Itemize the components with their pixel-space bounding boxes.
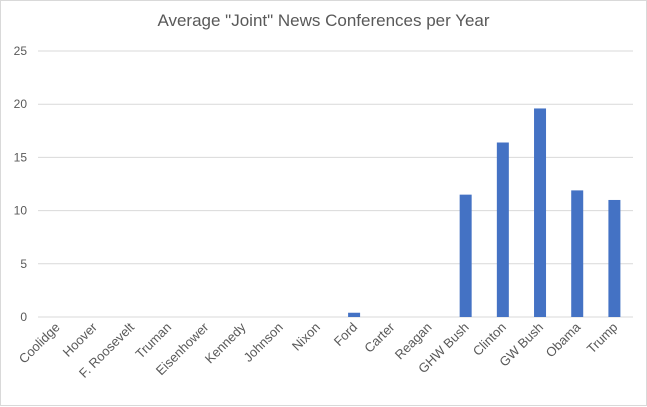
x-category-label: Obama <box>543 319 584 360</box>
y-axis-ticks: 0 5 10 15 20 25 <box>14 44 28 324</box>
y-tick-label: 25 <box>14 44 28 58</box>
x-category-label: Trump <box>584 320 621 357</box>
bar-trump <box>608 199 621 317</box>
y-tick-label: 5 <box>20 257 27 271</box>
x-category-label: Nixon <box>289 320 323 354</box>
chart-title: Average "Joint" News Conferences per Yea… <box>157 11 490 30</box>
bar-ghw-bush <box>459 194 472 317</box>
x-category-label: Ford <box>331 320 361 350</box>
x-category-label: Johnson <box>240 320 285 365</box>
bar-ford <box>348 312 361 317</box>
y-tick-label: 15 <box>14 150 28 164</box>
bars <box>348 108 621 318</box>
bar-gw-bush <box>534 108 547 318</box>
y-tick-label: 20 <box>14 97 28 111</box>
y-tick-label: 0 <box>20 310 27 324</box>
bar-clinton <box>496 142 509 317</box>
y-tick-label: 10 <box>14 204 28 218</box>
x-category-label: Kennedy <box>202 319 249 366</box>
x-category-label: Coolidge <box>16 320 63 367</box>
bar-obama <box>571 190 584 317</box>
gridlines <box>38 50 633 318</box>
